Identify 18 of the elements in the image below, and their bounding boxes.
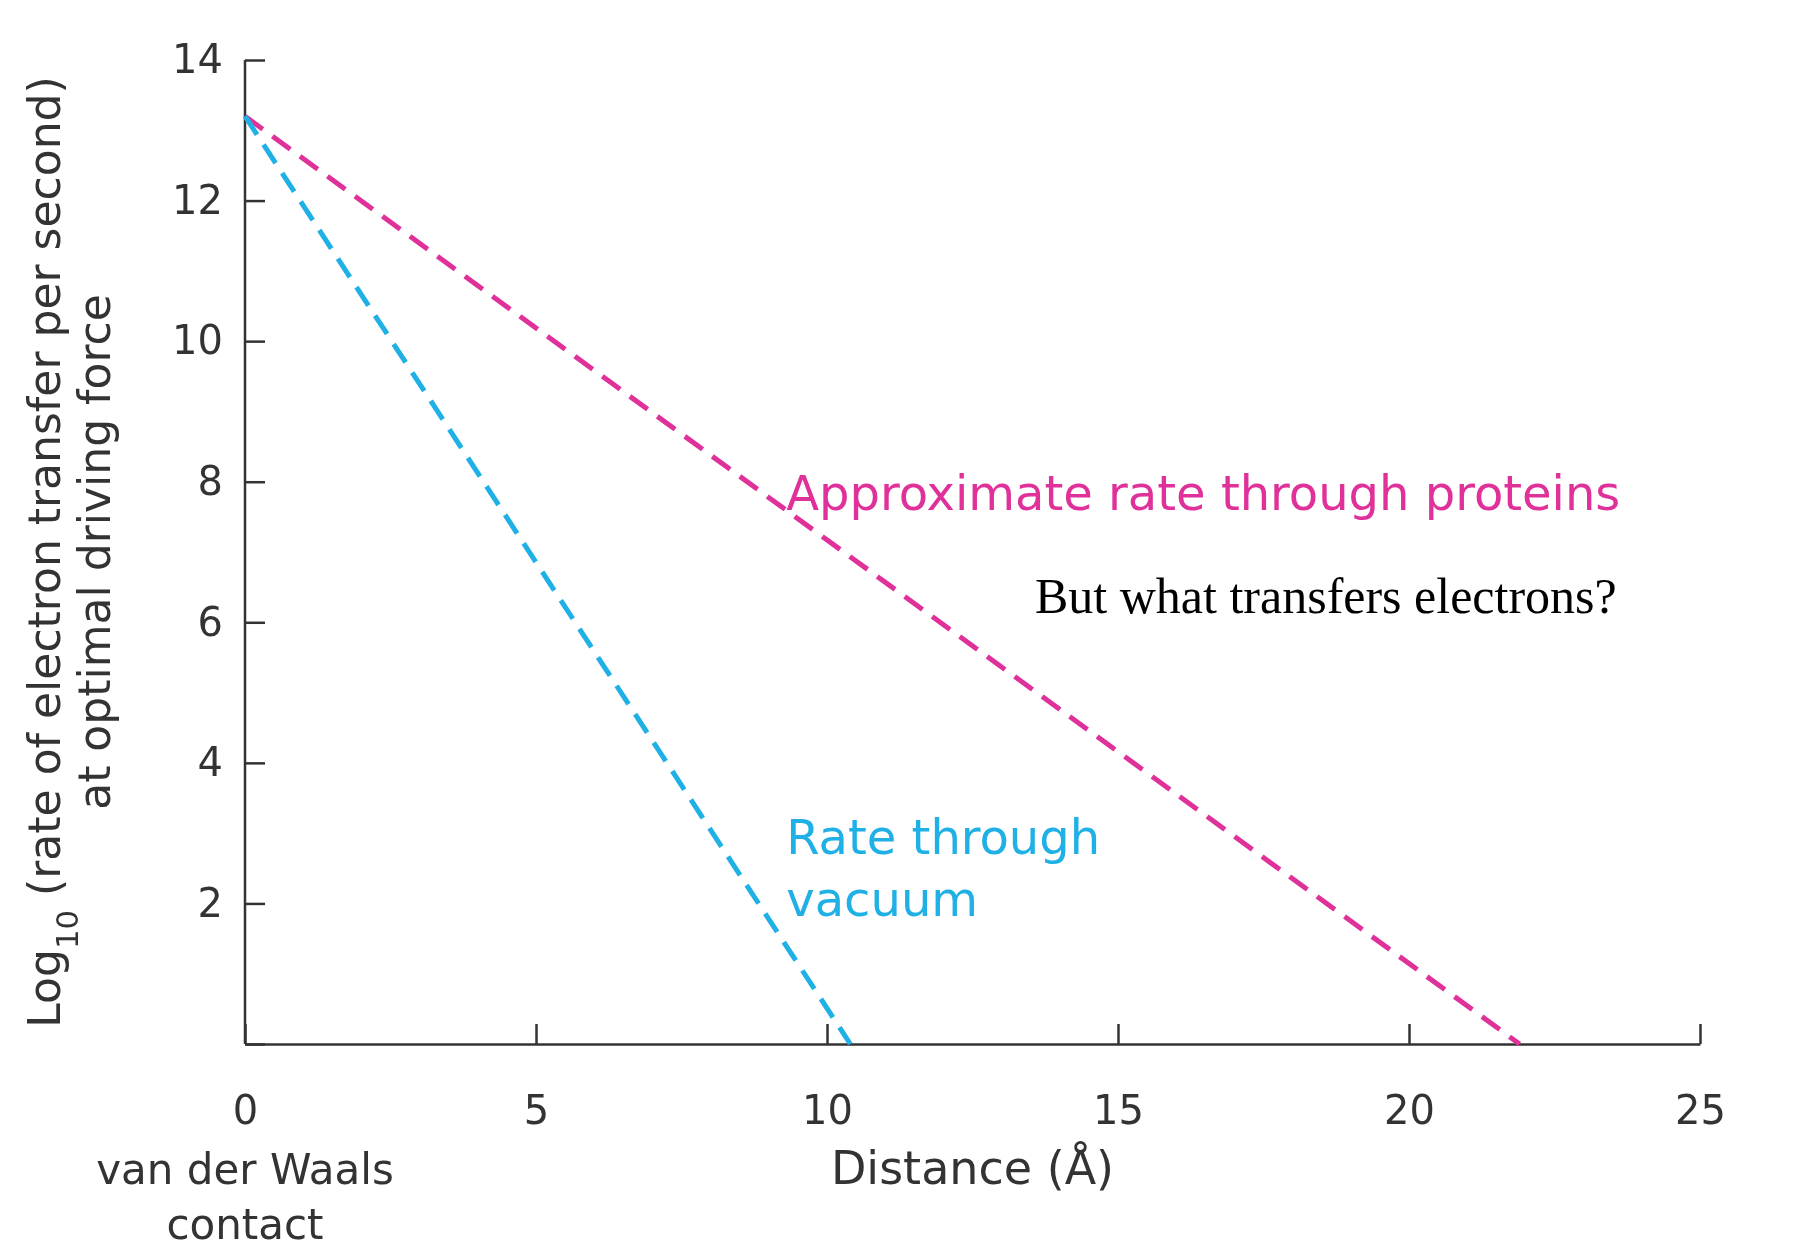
y-tick-label: 10 (172, 317, 223, 364)
y-tick-label: 2 (197, 879, 223, 926)
series-label: Approximate rate through proteins (786, 464, 1621, 521)
text: van der Waals contact (96, 1145, 394, 1249)
x-axis-title: Distance (Å) (830, 1141, 1115, 1195)
y-tick-label: 4 (197, 739, 223, 786)
series-label: Rate through vacuum (786, 809, 1101, 928)
y-tick-label: 6 (197, 598, 223, 645)
x-tick-label: 10 (802, 1087, 853, 1134)
annotation: But what transfers electrons? (1035, 568, 1617, 624)
x-tick-label: 0 (232, 1087, 259, 1134)
y-tick-label: 8 (197, 458, 223, 505)
x-tick-label: 20 (1384, 1087, 1435, 1134)
y-tick-label: 14 (172, 36, 223, 83)
x-tick-label: 25 (1675, 1087, 1726, 1134)
x-tick-label: 5 (523, 1087, 550, 1134)
y-tick-label: 12 (172, 176, 223, 223)
x-tick-label: 15 (1093, 1087, 1144, 1134)
